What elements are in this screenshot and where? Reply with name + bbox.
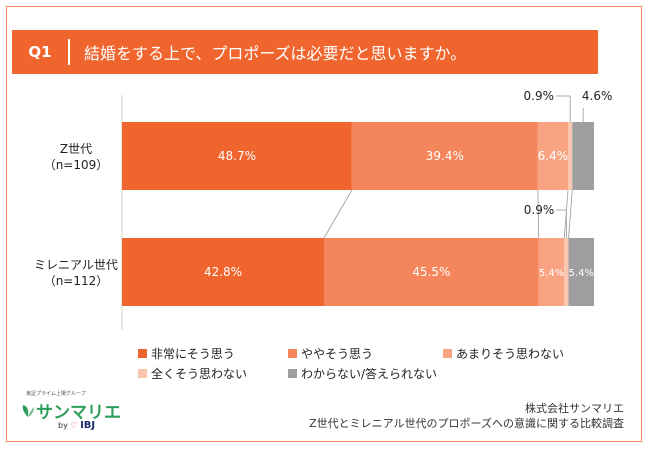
legend-item: あまりそう思わない [443,345,564,362]
category-label: Z世代 [60,142,92,156]
bar-segment [564,238,569,306]
legend-swatch [288,349,297,358]
bar-segment [572,122,594,190]
logo-tagline: 東証プライム上場グループ [26,391,86,397]
bar-segment [122,238,325,306]
legend-label: 全くそう思わない [151,367,248,381]
bar-segment [324,238,539,306]
data-label: 42.8% [204,265,242,279]
data-label-callout: 4.6% [582,89,613,103]
bar-segment [351,122,538,190]
legend-swatch [288,369,297,378]
source-company: 株式会社サンマリエ [525,402,624,415]
leaf-icon [22,404,34,417]
bar-segment [537,122,569,190]
data-label: 6.4% [538,149,569,163]
connector-line [323,189,353,239]
data-label: 48.7% [218,149,256,163]
data-label: 5.4% [539,268,564,279]
logo-by: by ♡ IBJ [58,420,96,431]
data-label: 45.5% [412,265,450,279]
data-label: 5.4% [569,268,594,279]
category-sample-size: （n=109） [44,158,109,172]
source-survey: Z世代とミレニアル世代のプロポーズへの意識に関する比較調査 [309,417,624,430]
source-note: 株式会社サンマリエ Z世代とミレニアル世代のプロポーズへの意識に関する比較調査 [309,401,624,431]
category-sample-size: （n=112） [44,274,109,288]
legend-item: ややそう思う [288,345,373,362]
heart-icon: ♡ [70,421,78,430]
category-label: ミレニアル世代 [34,258,118,272]
slide-frame [6,6,642,442]
legend-swatch [138,369,147,378]
connector-line [537,189,540,239]
question-banner: Q1 結婚をする上で、プロポーズは必要だと思いますか。 [12,30,598,74]
sanmarie-logo: 東証プライム上場グループ サンマリエ by ♡ IBJ [20,390,130,440]
data-label-callout: 0.9% [524,203,555,217]
legend-swatch [443,349,452,358]
legend-label: 非常にそう思う [151,347,235,361]
question-number: Q1 [12,39,70,65]
legend-item: わからない/答えられない [288,365,437,382]
logo-name: サンマリエ [36,403,121,423]
logo-brand: サンマリエ [20,398,121,423]
data-label: 39.4% [426,149,464,163]
legend-label: あまりそう思わない [456,347,565,361]
question-text: 結婚をする上で、プロポーズは必要だと思いますか。 [84,44,467,63]
legend-swatch [138,349,147,358]
connector-line [568,189,573,239]
legend-label: わからない/答えられない [301,367,438,381]
legend-item: 全くそう思わない [138,365,247,382]
bar-segment [538,238,565,306]
bar-segment [568,122,573,190]
legend-label: ややそう思う [301,347,374,361]
bar-segment [568,238,594,306]
data-label-callout: 0.9% [524,89,555,103]
bar-segment [122,122,352,190]
legend-item: 非常にそう思う [138,345,235,362]
